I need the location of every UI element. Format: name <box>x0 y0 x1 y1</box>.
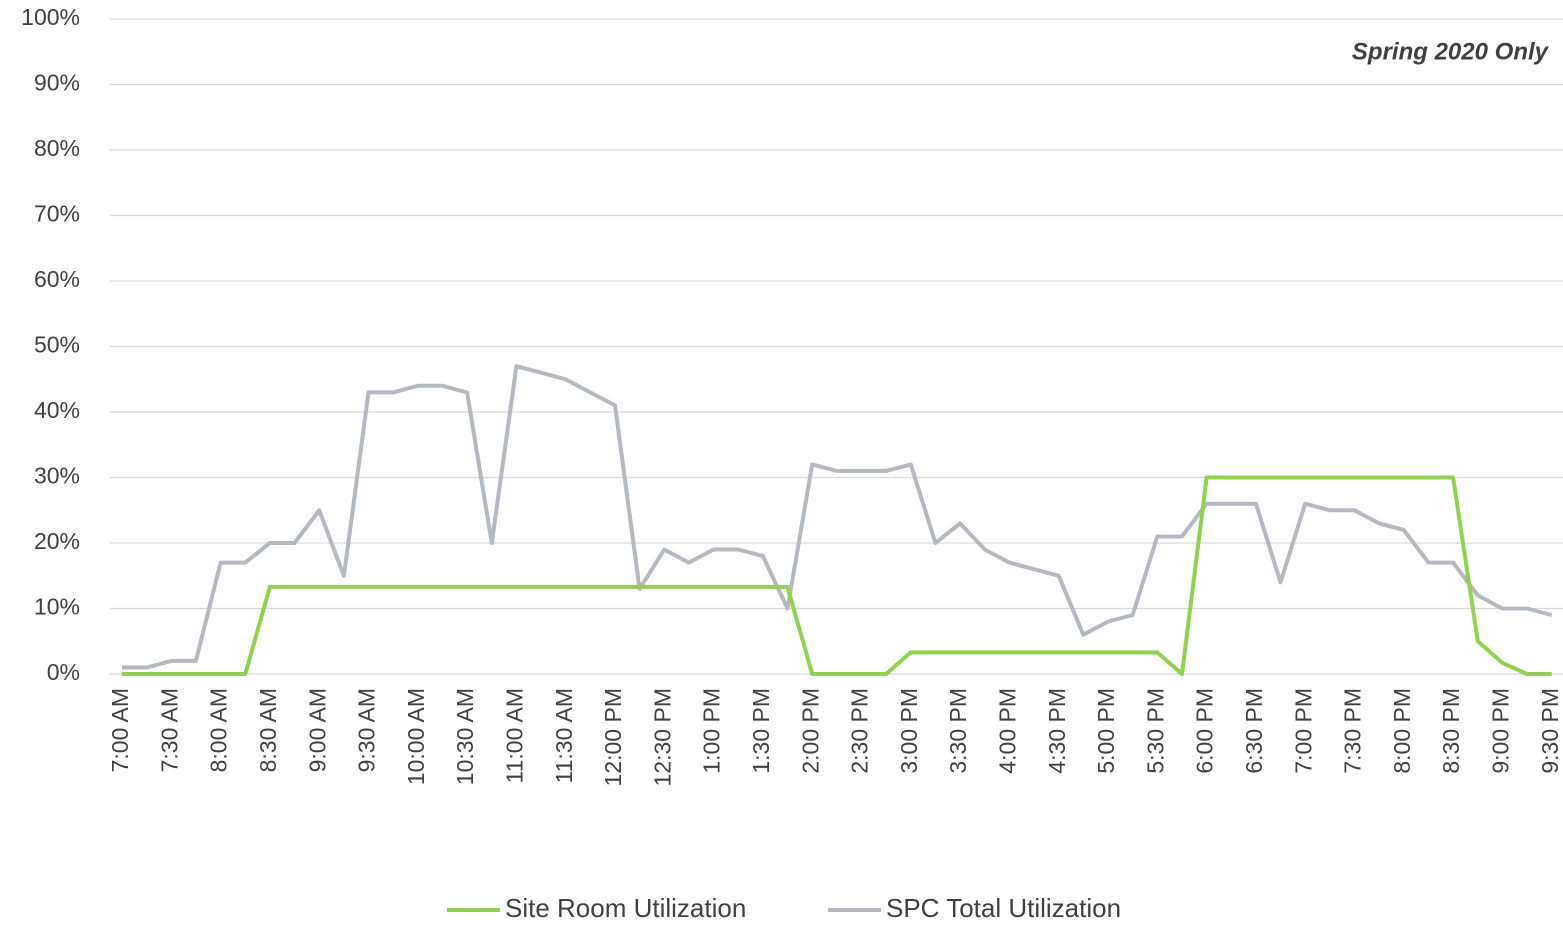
x-tick-label: 5:30 PM <box>1142 688 1168 774</box>
x-tick-label: 10:30 AM <box>452 688 478 785</box>
y-tick-label: 80% <box>34 135 80 161</box>
y-tick-label: 10% <box>34 594 80 620</box>
x-tick-label: 4:00 PM <box>994 688 1020 774</box>
x-tick-label: 9:00 AM <box>304 688 330 772</box>
x-tick-label: 8:00 AM <box>206 688 232 772</box>
y-tick-label: 40% <box>34 397 80 423</box>
x-tick-label: 7:00 PM <box>1290 688 1316 774</box>
y-tick-label: 50% <box>34 332 80 358</box>
y-tick-label: 90% <box>34 70 80 96</box>
x-tick-label: 2:00 PM <box>797 688 823 774</box>
annotation: Spring 2020 Only <box>1352 38 1550 65</box>
x-tick-label: 3:00 PM <box>896 688 922 774</box>
series-line <box>122 475 1552 676</box>
x-tick-label: 4:30 PM <box>1044 688 1070 774</box>
x-tick-label: 1:30 PM <box>748 688 774 774</box>
x-tick-label: 7:30 PM <box>1340 688 1366 774</box>
y-tick-label: 70% <box>34 201 80 227</box>
legend-label: SPC Total Utilization <box>886 893 1121 923</box>
y-tick-label: 60% <box>34 266 80 292</box>
y-tick-label: 0% <box>47 659 80 685</box>
x-tick-label: 3:30 PM <box>945 688 971 774</box>
x-tick-label: 9:30 AM <box>354 688 380 772</box>
x-tick-label: 11:30 AM <box>551 688 577 783</box>
x-tick-label: 7:00 AM <box>107 688 133 772</box>
x-tick-label: 8:30 AM <box>255 688 281 772</box>
x-tick-label: 5:00 PM <box>1093 688 1119 774</box>
x-tick-label: 9:30 PM <box>1537 688 1563 774</box>
series-line <box>122 364 1553 670</box>
x-tick-label: 11:00 AM <box>501 688 527 783</box>
x-tick-label: 12:30 PM <box>649 688 675 786</box>
x-tick-label: 8:30 PM <box>1438 688 1464 774</box>
x-tick-label: 2:30 PM <box>847 688 873 774</box>
y-tick-label: 30% <box>34 463 80 489</box>
y-tick-label: 20% <box>34 528 80 554</box>
x-tick-label: 6:00 PM <box>1192 688 1218 774</box>
x-tick-label: 12:00 PM <box>600 688 626 786</box>
x-tick-label: 8:00 PM <box>1389 688 1415 774</box>
x-tick-label: 10:00 AM <box>403 688 429 785</box>
x-tick-label: 7:30 AM <box>156 688 182 772</box>
x-tick-label: 1:00 PM <box>699 688 725 774</box>
legend-label: Site Room Utilization <box>505 893 746 923</box>
x-tick-label: 6:30 PM <box>1241 688 1267 774</box>
y-tick-label: 100% <box>21 4 80 30</box>
x-tick-label: 9:00 PM <box>1487 688 1513 774</box>
